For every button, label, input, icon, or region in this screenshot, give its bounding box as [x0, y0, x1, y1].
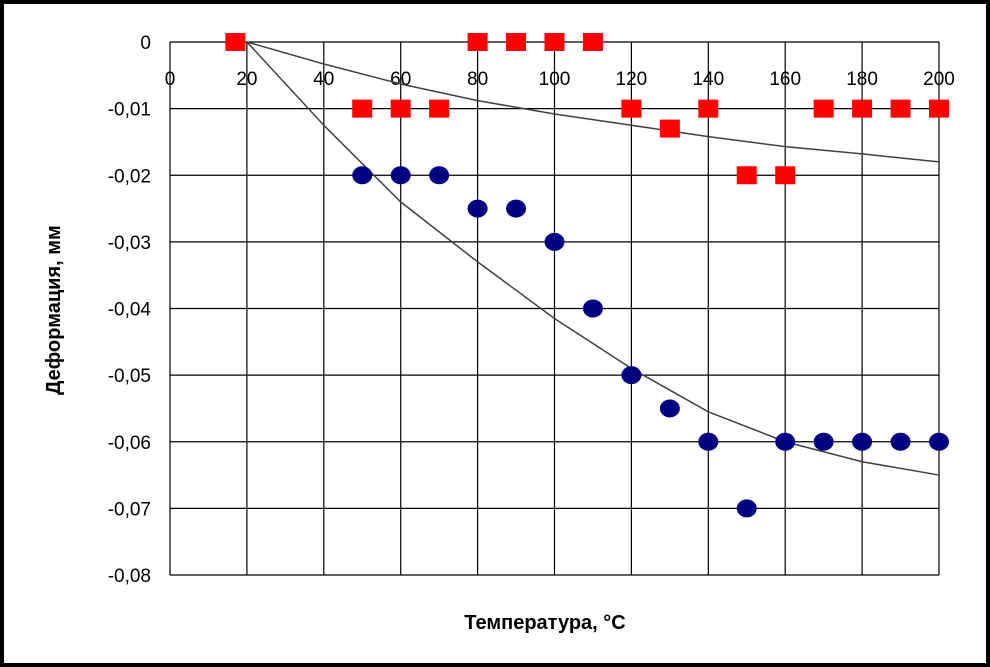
circle-point: [659, 399, 680, 418]
circle-point: [929, 432, 949, 451]
x-tick-label: 60: [390, 69, 411, 90]
x-axis-title: Температура, °С: [464, 612, 625, 634]
x-tick-label: 20: [236, 69, 257, 90]
square-point: [659, 119, 680, 138]
square-point: [582, 33, 603, 51]
x-tick-label: 120: [616, 69, 648, 90]
circle-point: [852, 432, 873, 451]
circle-point: [582, 299, 603, 318]
x-tick-label: 0: [165, 69, 176, 90]
trendlines: [246, 41, 940, 476]
square-point: [775, 166, 796, 185]
circle-point: [429, 166, 450, 185]
square-point: [890, 99, 911, 118]
circle-point: [698, 432, 719, 451]
square-point: [736, 166, 757, 185]
x-tick-label: 140: [692, 69, 724, 90]
square-point: [698, 99, 719, 118]
trendline: [246, 41, 940, 476]
y-tick-label: -0,01: [108, 100, 151, 121]
circle-point: [813, 432, 834, 451]
y-tick-labels: 0 -0,01 -0,02 -0,03 -0,04 -0,05 -0,06 -0,07 -0,0…: [108, 33, 152, 587]
square-point: [852, 99, 873, 118]
circle-point: [390, 166, 411, 185]
circle-point: [890, 432, 911, 451]
y-tick-label: -0,06: [108, 433, 151, 454]
data-points: [225, 33, 949, 518]
grid: [169, 41, 940, 576]
square-point: [429, 99, 450, 118]
y-tick-label: 0: [140, 33, 151, 54]
x-tick-labels: 0 20 40 60 80 100 120 140 160 180 200: [165, 69, 955, 90]
x-tick-label: 100: [539, 69, 571, 90]
square-point: [813, 99, 834, 118]
circle-point: [621, 366, 642, 385]
square-point: [390, 99, 411, 118]
y-tick-label: -0,07: [108, 499, 151, 520]
y-tick-label: -0,03: [108, 233, 151, 254]
x-tick-label: 180: [846, 69, 878, 90]
square-point: [467, 33, 488, 51]
trendline: [246, 41, 940, 163]
x-tick-label: 40: [313, 69, 334, 90]
x-tick-label: 160: [769, 69, 801, 90]
square-point: [506, 33, 527, 51]
circle-point: [736, 499, 757, 518]
y-tick-label: -0,05: [108, 366, 151, 387]
y-tick-label: -0,02: [108, 166, 151, 187]
circle-point: [506, 199, 527, 218]
square-point: [225, 33, 246, 51]
circle-point: [544, 232, 565, 251]
x-tick-label: 200: [923, 69, 955, 90]
circle-point: [467, 199, 488, 218]
y-tick-label: -0,04: [108, 300, 152, 321]
x-tick-label: 80: [467, 69, 488, 90]
y-tick-label: -0,08: [108, 566, 151, 587]
square-point: [621, 99, 642, 118]
square-point: [929, 99, 949, 118]
circle-point: [775, 432, 796, 451]
scatter-chart: 0 20 40 60 80 100 120 140 160 180 200 0 -0,01 -0,02 -…: [43, 33, 955, 634]
chart-frame: 0 20 40 60 80 100 120 140 160 180 200 0 -0,01 -0,02 -…: [4, 4, 986, 663]
square-point: [544, 33, 565, 51]
circle-point: [352, 166, 373, 185]
y-axis-title: Деформация, мм: [43, 225, 65, 395]
square-point: [352, 99, 373, 118]
